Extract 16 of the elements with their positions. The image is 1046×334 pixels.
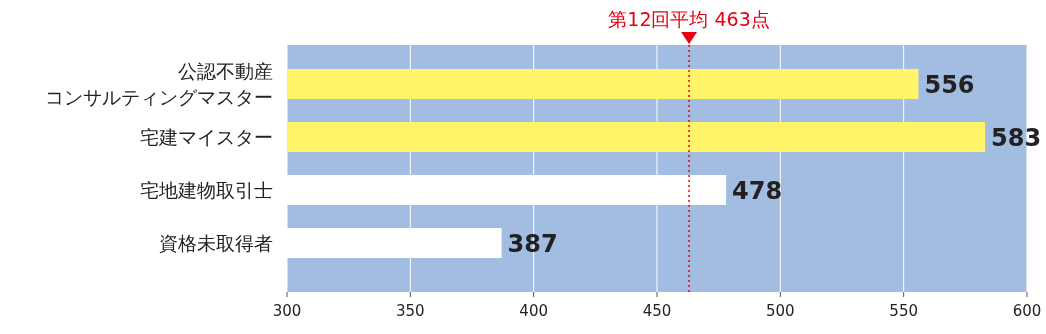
x-tick-label: 350 <box>396 302 425 320</box>
data-label: 583 <box>991 124 1042 152</box>
x-tick-label: 300 <box>272 302 302 320</box>
data-label: 556 <box>924 70 975 99</box>
x-tick-label: 600 <box>1012 302 1042 320</box>
ref-line-label: 第12回平均 463点 <box>608 8 770 30</box>
x-tick-label: 450 <box>642 302 672 320</box>
y-tick-label: 資格未取得者 <box>159 232 273 255</box>
y-tick-label: 公認不動産コンサルティングマスター <box>45 59 273 108</box>
x-tick-label: 550 <box>889 302 918 320</box>
x-tick-label: 400 <box>519 302 548 320</box>
y-tick-label: 宅建マイスター <box>140 126 273 148</box>
data-label: 387 <box>507 230 558 259</box>
x-tick-label: 500 <box>766 302 795 320</box>
data-label: 478 <box>732 177 783 205</box>
y-tick-label: 宅地建物取引士 <box>140 179 273 201</box>
